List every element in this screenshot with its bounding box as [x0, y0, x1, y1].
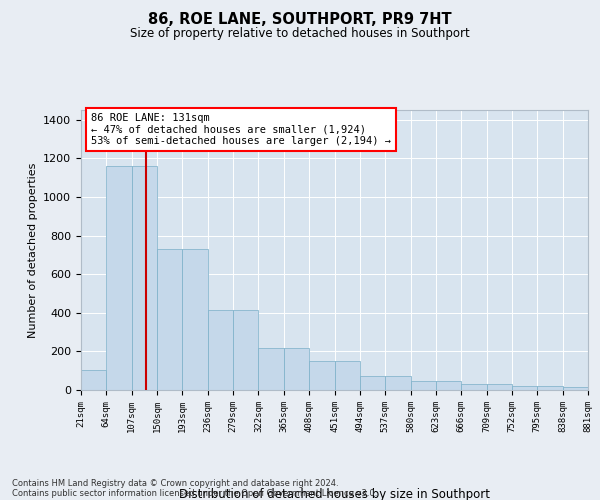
Y-axis label: Number of detached properties: Number of detached properties — [28, 162, 38, 338]
Bar — [538, 386, 563, 390]
Bar — [182, 249, 208, 390]
Bar — [284, 348, 309, 390]
Bar — [259, 348, 284, 390]
Bar — [335, 361, 360, 390]
Bar — [157, 249, 182, 390]
Text: Size of property relative to detached houses in Southport: Size of property relative to detached ho… — [130, 28, 470, 40]
Bar — [208, 310, 233, 390]
Bar — [461, 384, 487, 390]
Text: 86, ROE LANE, SOUTHPORT, PR9 7HT: 86, ROE LANE, SOUTHPORT, PR9 7HT — [148, 12, 452, 28]
Bar — [132, 166, 157, 390]
Bar — [436, 381, 461, 390]
Bar — [512, 386, 538, 390]
Bar — [309, 361, 335, 390]
Bar — [233, 310, 259, 390]
Text: Contains public sector information licensed under the Open Government Licence v3: Contains public sector information licen… — [12, 488, 377, 498]
X-axis label: Distribution of detached houses by size in Southport: Distribution of detached houses by size … — [179, 488, 490, 500]
Bar — [385, 376, 410, 390]
Text: 86 ROE LANE: 131sqm
← 47% of detached houses are smaller (1,924)
53% of semi-det: 86 ROE LANE: 131sqm ← 47% of detached ho… — [91, 113, 391, 146]
Bar — [487, 384, 512, 390]
Bar — [563, 387, 588, 390]
Bar — [360, 376, 385, 390]
Text: Contains HM Land Registry data © Crown copyright and database right 2024.: Contains HM Land Registry data © Crown c… — [12, 478, 338, 488]
Bar — [81, 370, 106, 390]
Bar — [410, 381, 436, 390]
Bar — [106, 166, 132, 390]
